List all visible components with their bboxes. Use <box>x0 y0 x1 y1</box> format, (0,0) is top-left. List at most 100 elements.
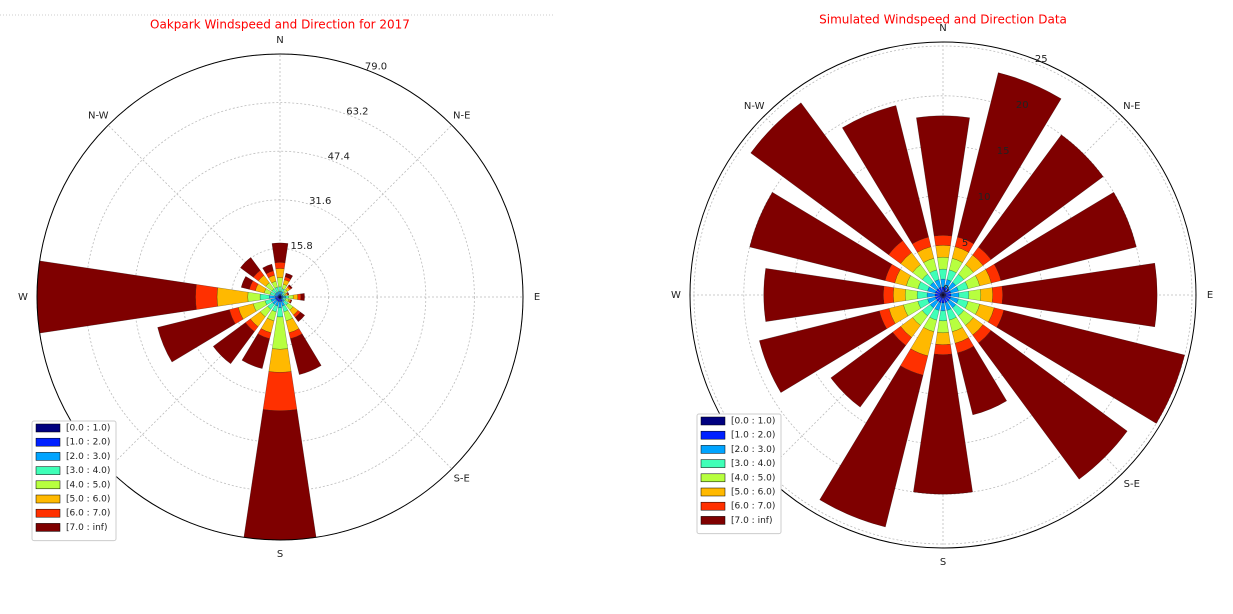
direction-label: E <box>1207 290 1213 301</box>
bar-segment <box>278 301 282 308</box>
bar-segment <box>992 286 1003 304</box>
bar-segment <box>749 192 892 281</box>
bar-segment <box>292 294 298 300</box>
direction-label: N <box>276 35 283 46</box>
bar-segment <box>241 276 253 290</box>
legend-label: [1.0 : 2.0) <box>66 438 110 448</box>
bar-segment <box>243 409 317 541</box>
direction-label: S-E <box>1124 479 1140 490</box>
legend-swatch <box>700 487 726 497</box>
bar-segment <box>937 257 949 270</box>
r-tick-label: 10 <box>978 192 991 203</box>
bar-segment <box>268 348 292 373</box>
bar-segment <box>819 365 924 528</box>
bar-segment <box>980 287 993 303</box>
legend-label: [6.0 : 7.0) <box>731 502 775 512</box>
grid-spoke <box>279 124 453 298</box>
bar-segment <box>996 310 1185 424</box>
legend-swatch <box>35 423 61 433</box>
legend-label: [1.0 : 2.0) <box>731 431 775 441</box>
bar-segment <box>968 289 981 301</box>
bar-segment <box>300 293 305 301</box>
r-tick-label: 15 <box>997 146 1010 157</box>
bar-segment <box>950 292 960 298</box>
bar-segment <box>279 291 281 295</box>
direction-label: N-W <box>744 101 765 112</box>
bar-segment <box>939 269 947 280</box>
bar-segment <box>262 264 274 274</box>
direction-label: E <box>534 292 540 303</box>
bar-segment <box>937 320 949 333</box>
r-tick-label: 47.4 <box>328 151 350 162</box>
legend-swatch <box>35 466 61 475</box>
bar-segment <box>978 330 1128 480</box>
bar-segment <box>284 272 293 280</box>
r-tick-label: 5 <box>962 238 968 249</box>
bar-segment <box>275 268 285 278</box>
legend-swatch <box>35 437 61 447</box>
bar-segment <box>940 302 946 312</box>
polar-frame <box>36 53 524 541</box>
direction-label: S <box>940 557 946 568</box>
legend-swatch <box>700 501 726 511</box>
legend-swatch <box>700 516 726 525</box>
bar-segment <box>213 322 255 364</box>
bar-segment <box>883 286 894 304</box>
bar-segment <box>271 242 289 263</box>
bar-segment <box>934 235 952 246</box>
legend-label: [5.0 : 6.0) <box>66 495 110 505</box>
legend-swatch <box>35 508 61 518</box>
bar-segment <box>1001 263 1158 327</box>
legend-label: [6.0 : 7.0) <box>66 509 110 519</box>
bar-segment <box>282 296 286 298</box>
bar-segment <box>958 291 969 299</box>
legend-label: [4.0 : 5.0) <box>731 473 775 483</box>
bar-segment <box>287 292 290 296</box>
direction-label: S-E <box>454 474 470 485</box>
legend-label: [7.0 : inf) <box>731 516 772 526</box>
bar-segment <box>917 291 928 299</box>
bar-segment <box>278 286 282 292</box>
bar-segment <box>288 284 293 289</box>
bar-segment <box>926 292 936 298</box>
bar-segment <box>957 346 1007 415</box>
legend-swatch <box>35 523 61 532</box>
bar-segment <box>978 134 1104 260</box>
legend-label: [5.0 : 6.0) <box>731 488 775 498</box>
bar-segment <box>241 333 270 369</box>
bar-segment <box>295 312 305 322</box>
direction-label: N-W <box>88 110 109 121</box>
direction-label: W <box>671 290 681 301</box>
r-tick-label: 31.6 <box>309 196 331 207</box>
bar-segment <box>247 292 261 302</box>
bar-segment <box>272 316 288 350</box>
bar-segment <box>934 344 952 355</box>
bar-segment <box>750 102 903 255</box>
bar-segment <box>842 105 929 244</box>
bar-segment <box>913 353 973 495</box>
direction-label: N-E <box>453 110 470 121</box>
bar-segment <box>830 332 906 408</box>
legend-swatch <box>700 459 726 468</box>
bar-segment <box>935 332 951 345</box>
bar-segment <box>274 262 286 269</box>
polar-frame <box>689 41 1197 549</box>
r-tick-label: 20 <box>1016 100 1029 111</box>
chart-title: Simulated Windspeed and Direction Data <box>819 13 1067 27</box>
legend-label: [2.0 : 3.0) <box>66 452 110 462</box>
bar-segment <box>157 309 236 363</box>
bar-segment <box>939 310 947 321</box>
legend-swatch <box>35 494 61 504</box>
legend-label: [7.0 : inf) <box>66 523 107 533</box>
bar-segment <box>259 293 270 301</box>
r-tick-label: 79.0 <box>365 61 387 72</box>
bar-segment <box>905 289 918 301</box>
grid-spoke <box>279 296 453 470</box>
legend-label: [3.0 : 4.0) <box>66 466 110 476</box>
bar-segment <box>893 287 906 303</box>
legend-label: [3.0 : 4.0) <box>731 459 775 469</box>
direction-label: N-E <box>1123 101 1140 112</box>
bar-segment <box>195 284 218 310</box>
